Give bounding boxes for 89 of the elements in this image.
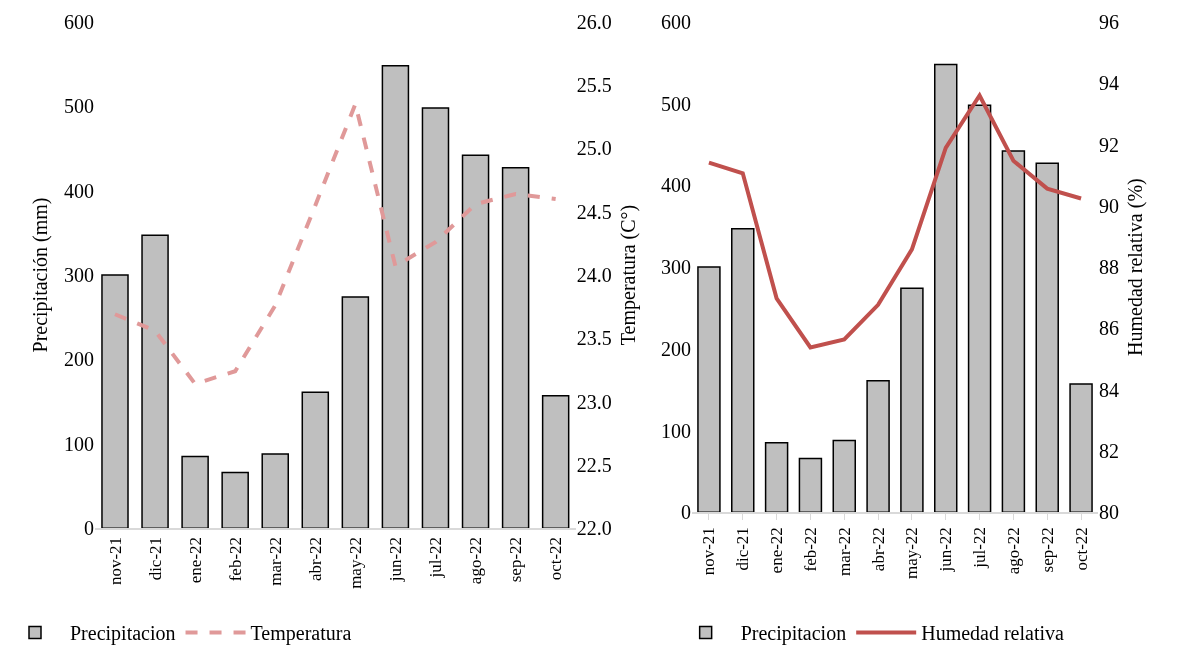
x-tick-label: oct-22	[1071, 527, 1091, 571]
bar	[967, 104, 992, 513]
x-tick-label: nov-21	[699, 527, 719, 576]
x-tick-label: nov-21	[105, 536, 125, 586]
y-tick-label: 600	[661, 10, 692, 33]
y2-tick-label: 92	[1098, 133, 1119, 156]
bar	[181, 455, 209, 529]
x-tick-label: ago-22	[1003, 527, 1023, 575]
x-tick-label: dic-21	[733, 527, 753, 571]
y2-tick-label: 82	[1098, 440, 1119, 463]
y2-tick-label: 88	[1098, 256, 1119, 279]
bar	[101, 274, 129, 529]
bar	[141, 234, 169, 529]
bar	[731, 227, 755, 513]
y-tick-label: 500	[63, 95, 94, 118]
y-tick-label: 0	[83, 517, 94, 540]
y2-tick-label: 25.5	[576, 74, 612, 97]
x-tick-label: oct-22	[546, 536, 566, 581]
y-tick-label: 300	[63, 264, 94, 287]
y2-tick-label: 84	[1098, 378, 1119, 401]
y-tick-label: 100	[661, 419, 692, 442]
y-tick-label: 300	[661, 256, 692, 279]
y-axis-title: Precipitación (mm)	[29, 197, 53, 353]
x-tick-label: feb-22	[800, 527, 820, 572]
bar	[866, 379, 890, 513]
y2-tick-label: 90	[1098, 194, 1119, 217]
bar	[1069, 383, 1093, 513]
x-tick-label: may-22	[345, 536, 365, 589]
legend-label: Temperatura	[250, 622, 352, 646]
y-tick-label: 600	[63, 10, 94, 33]
x-tick-label: jul-22	[426, 536, 446, 579]
y2-tick-label: 22.5	[576, 453, 612, 476]
x-tick-label: may-22	[902, 527, 922, 580]
y2-tick-label: 23.0	[576, 390, 612, 413]
bar	[421, 107, 450, 529]
x-tick-label: jun-22	[385, 536, 405, 583]
x-tick-label: ene-22	[767, 527, 787, 574]
bar	[541, 394, 570, 529]
y2-tick-label: 24.5	[576, 200, 612, 223]
y2-tick-label: 24.0	[576, 264, 612, 287]
bar	[1035, 162, 1059, 513]
y-tick-label: 100	[63, 432, 94, 455]
x-tick-label: dic-21	[145, 536, 165, 581]
bar	[381, 65, 410, 529]
legend-label: Precipitacion	[740, 622, 847, 646]
bar	[1001, 150, 1026, 513]
legend-label: Humedad relativa	[921, 622, 1065, 645]
y2-tick-label: 26.0	[576, 10, 612, 33]
x-tick-label: ene-22	[185, 536, 205, 584]
y2-tick-label: 25.0	[576, 137, 612, 160]
bar	[301, 391, 330, 529]
x-tick-label: sep-22	[1037, 527, 1057, 573]
x-tick-label: mar-22	[834, 527, 854, 576]
bar	[341, 296, 370, 529]
bar	[261, 453, 290, 529]
x-tick-label: feb-22	[225, 536, 245, 582]
y2-axis-title: Temperatura (C°)	[617, 204, 641, 346]
y-tick-label: 500	[661, 92, 692, 115]
y2-tick-label: 96	[1098, 10, 1119, 33]
y2-tick-label: 94	[1098, 72, 1119, 95]
x-tick-label: jun-22	[936, 527, 956, 573]
y-tick-label: 200	[63, 348, 94, 371]
x-tick-label: jul-22	[970, 527, 990, 569]
x-tick-label: abr-22	[305, 536, 325, 581]
y2-tick-label: 22.0	[576, 517, 612, 540]
x-tick-label: sep-22	[506, 536, 526, 583]
bar	[764, 442, 789, 513]
bar	[934, 63, 958, 513]
y2-tick-label: 23.5	[576, 327, 612, 350]
bar	[798, 457, 823, 513]
legend-label: Precipitacion	[70, 622, 176, 646]
bar	[501, 167, 530, 529]
y2-tick-label: 86	[1098, 317, 1119, 340]
line-series	[112, 102, 558, 386]
bar	[697, 266, 721, 513]
y2-axis-title: Humedad relativa (%)	[1124, 178, 1148, 356]
bar	[221, 471, 249, 529]
y-tick-label: 200	[661, 337, 692, 360]
x-tick-label: abr-22	[868, 527, 888, 572]
x-tick-label: mar-22	[265, 536, 285, 586]
y-tick-label: 400	[63, 179, 94, 202]
bar	[461, 154, 490, 529]
bar	[832, 439, 856, 513]
y-tick-label: 400	[661, 174, 692, 197]
y2-tick-label: 80	[1098, 501, 1119, 524]
x-tick-label: ago-22	[466, 536, 486, 585]
line-series	[706, 93, 1084, 350]
y-tick-label: 0	[681, 501, 692, 524]
bar	[900, 287, 924, 513]
